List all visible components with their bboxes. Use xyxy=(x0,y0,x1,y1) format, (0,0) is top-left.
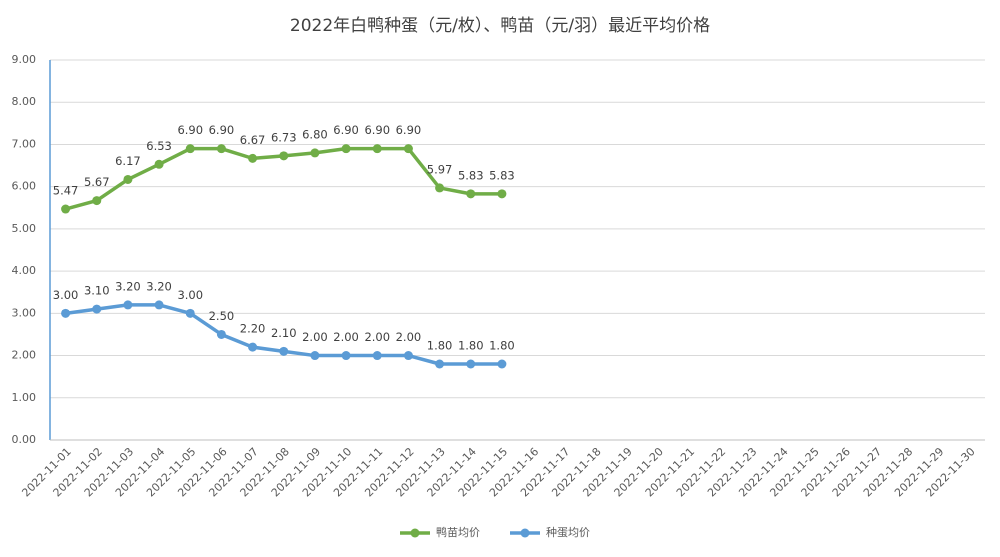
legend-label: 鸭苗均价 xyxy=(436,526,480,539)
marker xyxy=(92,304,102,314)
marker xyxy=(435,183,445,193)
marker xyxy=(123,300,133,310)
data-label: 1.80 xyxy=(427,339,453,353)
data-label: 5.83 xyxy=(458,168,484,182)
data-label: 6.90 xyxy=(333,123,359,137)
data-label: 5.67 xyxy=(84,175,110,189)
marker xyxy=(216,329,226,339)
marker xyxy=(248,153,258,163)
marker xyxy=(216,144,226,154)
data-label: 3.20 xyxy=(115,279,141,293)
data-label: 2.00 xyxy=(302,330,328,344)
data-label: 3.10 xyxy=(84,284,110,298)
data-label: 3.00 xyxy=(53,288,79,302)
marker xyxy=(497,359,507,369)
data-label: 2.20 xyxy=(240,322,266,336)
marker xyxy=(372,144,382,154)
data-label: 6.90 xyxy=(364,123,390,137)
data-label: 2.10 xyxy=(271,326,297,340)
marker xyxy=(154,300,164,310)
data-label: 6.67 xyxy=(240,133,266,147)
data-label: 3.00 xyxy=(177,288,203,302)
data-label: 6.73 xyxy=(271,130,297,144)
legend-marker xyxy=(410,528,420,538)
y-tick-label: 1.00 xyxy=(12,391,37,404)
data-label: 1.80 xyxy=(458,339,484,353)
data-label: 1.80 xyxy=(489,339,515,353)
marker xyxy=(248,342,258,352)
marker xyxy=(466,189,476,199)
marker xyxy=(403,144,413,154)
marker xyxy=(310,351,320,361)
data-label: 5.97 xyxy=(427,162,453,176)
y-tick-label: 2.00 xyxy=(12,349,37,362)
legend-label: 种蛋均价 xyxy=(546,525,590,539)
data-label: 2.00 xyxy=(333,330,359,344)
marker xyxy=(185,308,195,318)
marker xyxy=(185,144,195,154)
data-label: 3.20 xyxy=(146,279,172,293)
y-tick-label: 7.00 xyxy=(12,137,37,150)
y-tick-label: 9.00 xyxy=(12,53,37,66)
data-label: 6.17 xyxy=(115,154,141,168)
marker xyxy=(435,359,445,369)
data-label: 6.90 xyxy=(177,123,203,137)
marker xyxy=(61,308,71,318)
marker xyxy=(123,174,133,184)
y-tick-label: 6.00 xyxy=(12,180,37,193)
marker xyxy=(279,151,289,161)
chart-title: 2022年白鸭种蛋（元/枚）、鸭苗（元/羽）最近平均价格 xyxy=(290,16,710,36)
y-tick-label: 0.00 xyxy=(12,433,37,446)
data-label: 5.83 xyxy=(489,168,515,182)
marker xyxy=(341,351,351,361)
marker xyxy=(154,159,164,169)
marker xyxy=(372,351,382,361)
marker xyxy=(92,196,102,206)
y-tick-label: 3.00 xyxy=(12,306,37,319)
marker xyxy=(61,204,71,214)
y-tick-label: 4.00 xyxy=(12,264,37,277)
data-label: 2.00 xyxy=(396,330,422,344)
marker xyxy=(403,351,413,361)
y-tick-label: 5.00 xyxy=(12,222,37,235)
marker xyxy=(466,359,476,369)
y-tick-label: 8.00 xyxy=(12,95,37,108)
data-label: 6.53 xyxy=(146,139,172,153)
legend-marker xyxy=(520,528,530,538)
data-label: 6.80 xyxy=(302,127,328,141)
data-label: 6.90 xyxy=(396,123,422,137)
data-label: 2.00 xyxy=(364,330,390,344)
marker xyxy=(497,189,507,199)
data-label: 2.50 xyxy=(209,309,235,323)
marker xyxy=(279,346,289,356)
data-label: 6.90 xyxy=(209,123,235,137)
data-label: 5.47 xyxy=(53,184,79,198)
marker xyxy=(310,148,320,158)
marker xyxy=(341,144,351,154)
